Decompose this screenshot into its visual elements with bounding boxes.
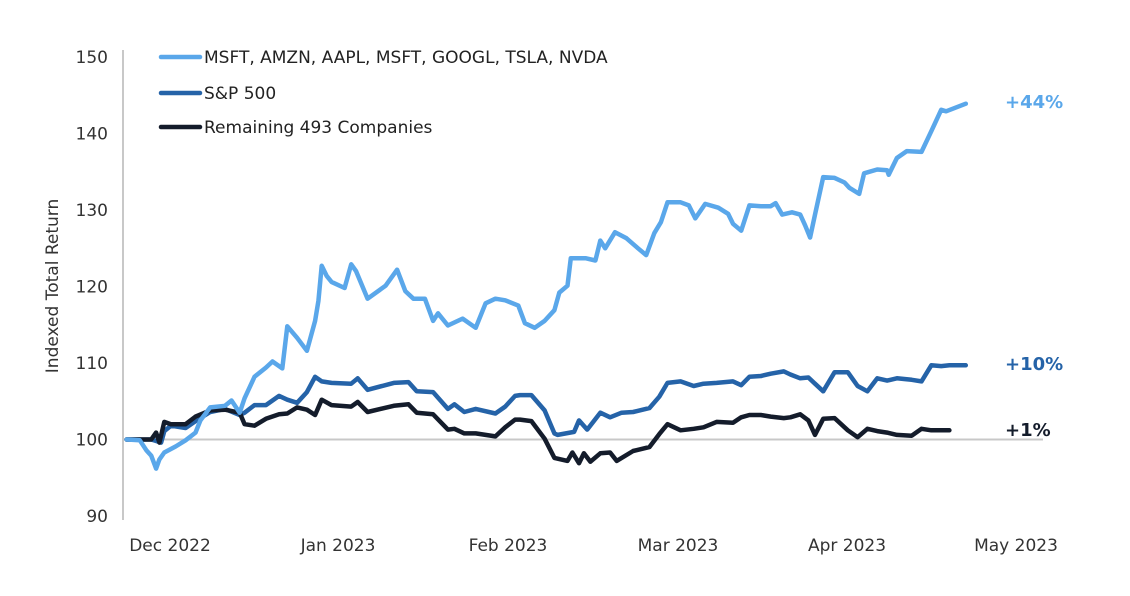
legend-item: Remaining 493 Companies (158, 118, 433, 138)
x-tick-label: Apr 2023 (808, 536, 886, 556)
y-tick-label: 140 (76, 125, 108, 145)
end-labels: +44% +10% +1% (1005, 92, 1063, 441)
end-value-label: +1% (1005, 420, 1051, 441)
x-tick-label: May 2023 (974, 536, 1058, 556)
y-tick-label: 120 (76, 278, 108, 298)
x-tick-label: Jan 2023 (300, 536, 376, 556)
x-tick-label: Feb 2023 (469, 536, 548, 556)
x-axis-ticks: Dec 2022 Jan 2023 Feb 2023 Mar 2023 Apr 2023… (129, 536, 1058, 556)
legend-item: MSFT, AMZN, AAPL, MSFT, GOOGL, TSLA, NVD… (158, 48, 608, 68)
series-line-0 (124, 101, 969, 471)
y-axis-ticks: 90 100 110 120 130 140 150 (76, 48, 108, 527)
end-value-label: +44% (1005, 92, 1063, 113)
legend-label: Remaining 493 Companies (204, 118, 433, 138)
series-layer (124, 101, 969, 471)
y-tick-label: 100 (76, 431, 108, 451)
end-value-label: +10% (1005, 354, 1063, 375)
series-line-1 (124, 363, 969, 445)
x-tick-label: Mar 2023 (638, 536, 719, 556)
y-tick-label: 130 (76, 201, 108, 221)
legend: MSFT, AMZN, AAPL, MSFT, GOOGL, TSLA, NVD… (158, 48, 608, 138)
series-line-2 (124, 397, 952, 466)
x-tick-label: Dec 2022 (129, 536, 211, 556)
y-tick-label: 90 (86, 507, 108, 527)
legend-item: S&P 500 (158, 84, 276, 104)
legend-label: MSFT, AMZN, AAPL, MSFT, GOOGL, TSLA, NVD… (204, 48, 608, 68)
legend-label: S&P 500 (204, 84, 276, 104)
y-axis-title: Indexed Total Return (43, 199, 63, 373)
y-tick-label: 110 (76, 354, 108, 374)
y-tick-label: 150 (76, 48, 108, 68)
